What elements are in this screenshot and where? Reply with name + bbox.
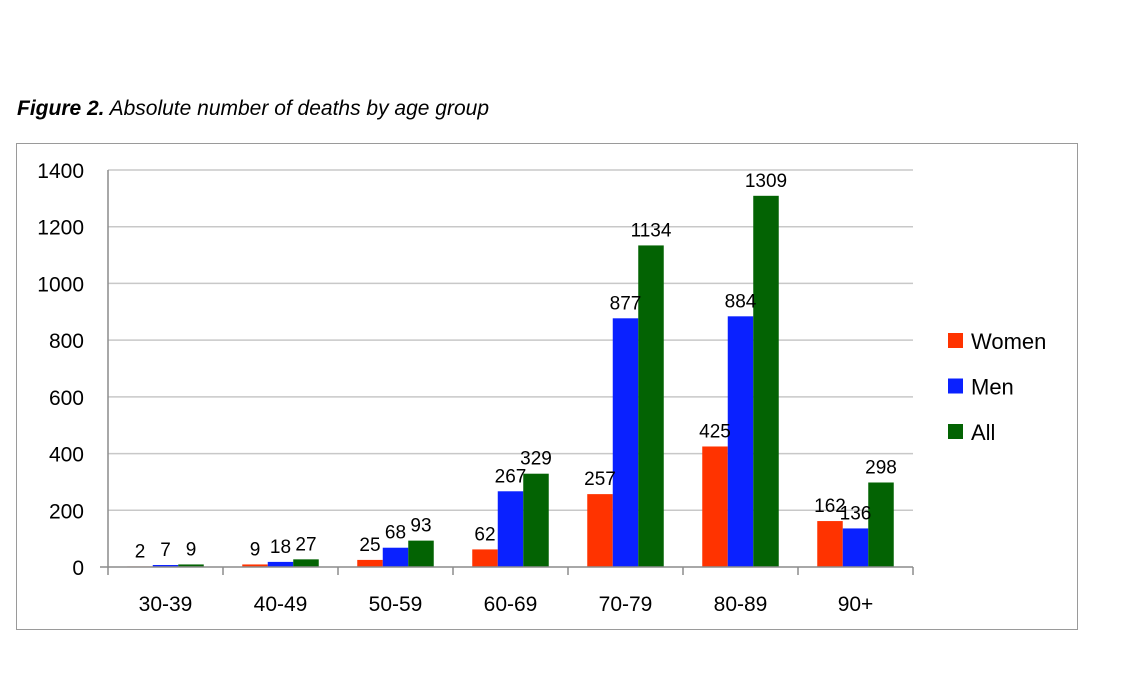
bar-all: [408, 540, 434, 567]
data-label: 267: [495, 466, 527, 487]
bar-men: [267, 561, 294, 567]
bar-all: [868, 482, 894, 567]
data-label: 257: [584, 469, 616, 490]
data-label: 162: [814, 496, 846, 517]
data-label: 9: [186, 539, 197, 560]
y-axis-ticks: 0 200 400 600 800 1000 1200 1400: [37, 160, 84, 580]
bar-women: [242, 564, 268, 567]
data-label: 884: [725, 291, 757, 312]
data-label: 877: [610, 293, 642, 314]
bar-women: [472, 549, 498, 567]
bar-men: [382, 547, 409, 567]
x-tick-label: 70-79: [599, 593, 653, 616]
bars: [127, 195, 894, 567]
bar-all: [638, 245, 664, 567]
legend-label-women: Women: [971, 329, 1046, 354]
x-tick-label: 50-59: [369, 593, 423, 616]
bar-men: [727, 316, 754, 567]
legend-label-men: Men: [971, 375, 1014, 400]
bar-men: [842, 528, 869, 567]
bar-women: [587, 494, 613, 567]
legend-swatch-men: [948, 378, 963, 394]
x-axis-ticks: 30-39 40-49 50-59 60-69 70-79 80-89 90+: [139, 593, 874, 616]
data-label: 68: [385, 523, 406, 544]
bar-men: [497, 491, 524, 567]
x-tick-label: 60-69: [484, 593, 538, 616]
bar-all: [178, 564, 204, 567]
x-tick-label: 90+: [838, 593, 874, 616]
x-axis: [100, 170, 914, 575]
x-tick-label: 80-89: [714, 593, 768, 616]
data-label: 93: [410, 516, 431, 537]
data-label: 2: [135, 541, 146, 562]
bar-all: [523, 473, 549, 567]
bar-all: [753, 195, 779, 567]
y-tick-label: 400: [49, 444, 84, 467]
y-tick-label: 200: [49, 500, 84, 523]
legend-swatch-women: [948, 333, 963, 348]
data-label: 25: [359, 535, 380, 556]
y-tick-label: 0: [72, 557, 84, 580]
y-tick-label: 1400: [37, 160, 84, 183]
figure-title: Absolute number of deaths by age group: [109, 97, 490, 120]
figure-caption: Figure 2. Absolute number of deaths by a…: [17, 97, 489, 121]
y-tick-label: 800: [49, 330, 84, 353]
data-label: 425: [699, 421, 731, 442]
bar-women: [817, 521, 843, 567]
x-tick-label: 30-39: [139, 593, 193, 616]
data-label: 18: [270, 537, 291, 558]
bar-men: [612, 318, 639, 567]
legend: Women Men All: [948, 329, 1046, 445]
bar-all: [293, 559, 319, 567]
bar-men: [152, 565, 179, 567]
y-tick-label: 1000: [37, 273, 84, 296]
data-label: 298: [865, 457, 897, 478]
data-label: 62: [474, 524, 495, 545]
data-label: 27: [295, 534, 316, 555]
data-label: 9: [250, 539, 261, 560]
y-tick-label: 600: [49, 387, 84, 410]
bar-women: [357, 559, 383, 567]
data-label: 7: [160, 540, 171, 561]
y-tick-label: 1200: [37, 217, 84, 240]
gridlines: [108, 169, 913, 512]
x-tick-label: 40-49: [254, 593, 308, 616]
legend-label-all: All: [971, 420, 995, 445]
figure-label: Figure 2.: [17, 97, 105, 120]
data-label: 136: [840, 503, 872, 524]
data-label: 329: [520, 449, 552, 470]
legend-swatch-all: [948, 424, 963, 439]
data-label: 1309: [745, 171, 787, 192]
chart-frame: [16, 143, 1078, 630]
bar-women: [702, 446, 728, 567]
data-label: 1134: [631, 220, 672, 241]
